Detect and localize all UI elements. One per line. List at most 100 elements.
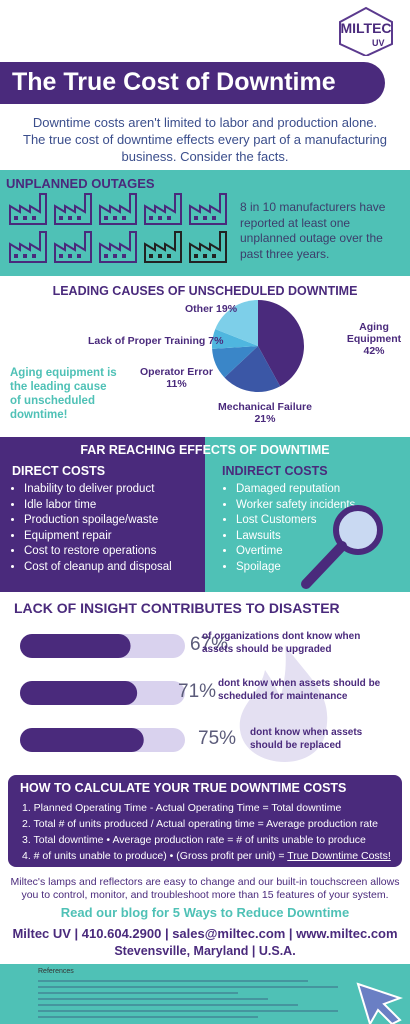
bar-value: 71% [178,681,217,702]
factory-window [59,254,63,258]
pie-chart [212,300,304,392]
logo-text: MILTEC [340,20,392,36]
section-title: UNPLANNED OUTAGES [6,176,155,191]
bar [20,681,138,705]
factory-window [68,216,72,220]
slice-value: 7% [208,335,224,347]
factory-window [167,254,171,258]
slice-value: 11% [166,378,187,390]
factory-window [32,216,36,220]
slice-name: Lack of Proper Training [88,335,206,347]
list-item: Inability to deliver product [24,482,172,498]
slice-value: 19% [216,303,238,315]
factory-icon [99,193,137,225]
factory-window [203,216,207,220]
factory-window [149,254,153,258]
section-title: LEADING CAUSES OF UNSCHEDULED DOWNTIME [52,284,358,298]
pie-label: Mechanical Failure 21% [218,401,312,425]
slice-name: Mechanical Failure [218,401,312,413]
slice-name: Aging Equipment [346,321,402,345]
bar-description: of organizations dont know when assets s… [202,631,361,655]
factory-window [149,216,153,220]
panel-title: DIRECT COSTS [12,464,106,478]
slice-name: Other [185,303,214,315]
reference-lines [38,980,403,1024]
calc-step: 4. # of units unable to produce) • (Gros… [22,848,402,864]
contact: Miltec UV | 410.604.2900 | sales@miltec.… [12,926,398,941]
direct-list: Inability to deliver productIdle labor t… [8,482,172,575]
factory-window [23,216,27,220]
address: Stevensville, Maryland | U.S.A. [114,944,296,958]
factory-window [194,254,198,258]
list-item: Spoilage [236,560,355,576]
section-title: LACK OF INSIGHT CONTRIBUTES TO DISASTER [14,600,340,616]
title-banner [0,62,385,104]
causes-note: Aging equipment is the leading cause of … [10,367,117,421]
indirect-list: Damaged reputationWorker safety incident… [220,482,355,575]
footer-text: Miltec's lamps and reflectors are easy t… [10,876,400,901]
factory-window [212,216,216,220]
slice-value: 42% [363,345,385,357]
factory-icon [99,231,137,263]
list-item: Worker safety incidents [236,498,355,514]
factory-window [158,254,162,258]
list-item: Production spoilage/waste [24,513,172,529]
list-item: Equipment repair [24,529,172,545]
factory-window [113,216,117,220]
title: The True Cost of Downtime [12,68,336,96]
logo [339,6,393,56]
factory-window [104,254,108,258]
list-item: Lost Customers [236,513,355,529]
pie-label: Lack of Proper Training 7% [88,335,223,347]
calc-title: HOW TO CALCULATE YOUR TRUE DOWNTIME COST… [20,781,347,795]
factory-window [32,254,36,258]
factory-icon [54,193,92,225]
factory-icon [54,231,92,263]
pie-label: Other 19% [185,303,237,315]
magnifier-icon [301,505,383,589]
logo-sub: UV [372,38,385,48]
bar-description: dont know when assets should be replaced [250,727,363,751]
factory-window [167,216,171,220]
calc-panel [8,775,402,867]
list-item: Lawsuits [236,529,355,545]
factory-window [68,254,72,258]
list-item: Overtime [236,544,355,560]
blog-link[interactable]: Read our blog for 5 Ways to Reduce Downt… [60,905,350,920]
slice-value: 21% [254,413,276,425]
factory-window [59,216,63,220]
section-title: FAR REACHING EFFECTS OF DOWNTIME [80,443,330,457]
factory-window [122,216,126,220]
factory-window [122,254,126,258]
references-title: References [38,968,74,975]
list-item: Cost to restore operations [24,544,172,560]
pie-slice [212,346,258,378]
pie-label: Operator Error 11% [140,366,213,390]
outages-text: 8 in 10 manufacturers have reported at l… [240,200,386,261]
factory-icon [144,193,182,225]
factory-window [158,216,162,220]
flame-icon [239,645,328,762]
factory-window [23,254,27,258]
intro: Downtime costs aren't limited to labor a… [23,115,387,164]
bar [20,634,131,658]
pie-slice [212,329,258,349]
calc-result: True Downtime Costs! [287,850,391,862]
bar-value: 75% [198,728,237,749]
factory-window [14,216,18,220]
list-item: Idle labor time [24,498,172,514]
factory-window [77,254,81,258]
factory-window [212,254,216,258]
pie-label: Aging Equipment 42% [338,321,410,357]
direct-panel [0,437,205,592]
factory-window [104,216,108,220]
calc-step: 3. Total downtime • Average production r… [22,834,366,846]
calc-step-text: 4. # of units unable to produce) • (Gros… [22,850,285,862]
factory-icon [189,193,227,225]
factory-icons [9,193,227,263]
bar-description: dont know when assets should be schedule… [218,678,381,702]
list-item: Damaged reputation [236,482,355,498]
calc-step: 2. Total # of units produced / Actual op… [22,818,378,830]
factory-icon [9,231,47,263]
calc-steps: 1. Planned Operating Time - Actual Opera… [22,800,402,864]
